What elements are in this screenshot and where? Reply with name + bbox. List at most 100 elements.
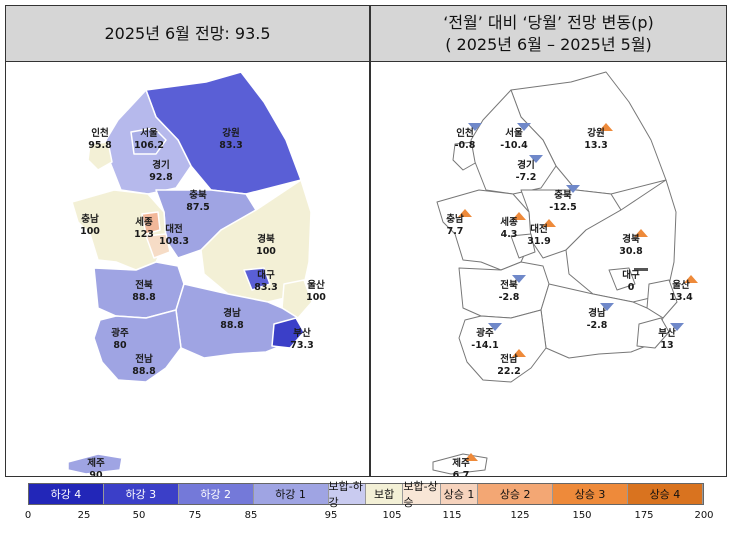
region-chungnam-value: 100 xyxy=(80,226,100,237)
legend-item-5: 보합-하강 xyxy=(328,480,366,509)
region-sejong-change-value: 4.3 xyxy=(501,229,518,240)
region-ulsan-shape xyxy=(281,279,313,319)
region-jeju-up-arrow-icon xyxy=(464,453,478,461)
region-seoul-value: 106.2 xyxy=(134,140,164,151)
legend-item-9: 상승 2 xyxy=(478,484,554,504)
region-gyeongbuk-name: 경북 xyxy=(257,233,275,245)
region-gwangju-value: 80 xyxy=(113,340,127,351)
region-ulsan-up-arrow-icon xyxy=(684,275,698,283)
region-jeonbuk-name: 전북 xyxy=(135,279,153,291)
region-daejeon-name: 대전 xyxy=(165,223,182,235)
legend-tick: 75 xyxy=(188,510,202,521)
region-busan-change-value: 13 xyxy=(660,340,673,351)
left-panel: 2025년 6월 전망: 93.5 강원 83.3 경기 92.8 서울 106.2 인천 9… xyxy=(6,6,371,476)
region-daegu xyxy=(243,267,271,291)
region-busan-name: 부산 xyxy=(293,327,311,339)
region-incheon-outline xyxy=(452,141,478,171)
legend-tick: 105 xyxy=(382,510,402,521)
region-daejeon-value: 108.3 xyxy=(159,236,189,247)
legend-item-11: 상승 4 xyxy=(628,484,703,504)
legend-tick: 95 xyxy=(324,510,338,521)
region-gyeongnam-down-arrow-icon xyxy=(600,303,614,311)
legend-tick: 25 xyxy=(77,510,91,521)
region-daejeon-shape xyxy=(145,233,171,259)
region-gangwon-up-arrow-icon xyxy=(599,123,613,131)
region-busan-shape xyxy=(271,317,305,349)
region-seoul-change-value: -10.4 xyxy=(500,140,528,151)
region-jeonnam-change-value: 22.2 xyxy=(497,366,520,377)
region-busan-change-name: 부산 xyxy=(658,327,676,339)
color-legend: 하강 4 하강 3 하강 2 하강 1 보합-하강 보합 보합-상승 상승 1 상승 2 상승 3… xyxy=(28,480,704,509)
region-daejeon-up-arrow-icon xyxy=(542,219,556,227)
region-jeonbuk-change-name: 전북 xyxy=(500,279,518,291)
region-chungbuk-down-arrow-icon xyxy=(566,185,580,193)
region-gyeonggi-outline xyxy=(470,89,557,195)
region-ulsan-outline xyxy=(646,279,678,319)
region-daegu-shape xyxy=(243,267,271,291)
region-sejong-shape xyxy=(141,211,161,235)
region-daejeon-change-name: 대전 xyxy=(530,223,547,235)
region-jeju-change-name: 제주 xyxy=(452,457,470,469)
legend-item-6: 보합 xyxy=(365,484,404,504)
region-gyeongbuk xyxy=(200,179,312,303)
region-incheon xyxy=(87,141,113,171)
region-busan-outline xyxy=(636,317,670,349)
region-daegu-name: 대구 xyxy=(257,269,275,281)
forecast-map: 강원83.3경기92.8서울106.2인천95.8충북87.5충남100세종12… xyxy=(67,71,326,476)
region-jeonnam-name: 전남 xyxy=(135,353,153,365)
region-seoul-down-arrow-icon xyxy=(517,123,531,131)
legend-tick: 0 xyxy=(24,510,32,521)
legend-tick: 150 xyxy=(572,510,592,521)
region-jeonbuk-change-value: -2.8 xyxy=(499,292,520,303)
region-gyeongnam-value: 88.8 xyxy=(220,320,244,331)
right-panel-title: ‘전월’ 대비 ‘당월’ 전망 변동(p) ( 2025년 6월 – 2025년… xyxy=(371,6,726,62)
region-incheon-down-arrow-icon xyxy=(468,123,482,131)
region-incheon-change-name: 인천 xyxy=(456,128,473,139)
region-ulsan-name: 울산 xyxy=(307,279,325,291)
region-seoul-name: 서울 xyxy=(140,127,158,139)
left-panel-title: 2025년 6월 전망: 93.5 xyxy=(6,6,369,62)
region-jeonnam xyxy=(93,309,182,383)
legend-item-2: 하강 3 xyxy=(103,484,179,504)
region-chungnam-change-name: 충남 xyxy=(446,213,464,225)
region-incheon-name: 인천 xyxy=(91,128,108,139)
legend-item-10: 상승 3 xyxy=(553,484,628,504)
region-sejong-up-arrow-icon xyxy=(512,212,526,220)
region-gangwon-change-name: 강원 xyxy=(587,127,604,139)
region-jeju-shape xyxy=(67,453,123,475)
region-busan xyxy=(271,317,305,349)
legend-tick: 175 xyxy=(634,510,654,521)
region-jeju xyxy=(67,453,123,475)
region-gyeonggi-value: 92.8 xyxy=(149,172,173,183)
region-gangwon-value: 83.3 xyxy=(219,140,242,151)
region-seoul-shape xyxy=(130,127,167,155)
region-busan-down-arrow-icon xyxy=(670,323,684,331)
region-daegu-change-value: 0 xyxy=(628,282,635,293)
legend-item-3: 하강 2 xyxy=(178,484,254,504)
region-chungbuk-change-name: 충북 xyxy=(554,189,572,201)
legend-tick: 125 xyxy=(510,510,530,521)
region-incheon-shape xyxy=(87,141,113,171)
legend-item-1: 하강 4 xyxy=(29,484,104,504)
region-gwangju-name: 광주 xyxy=(111,327,129,339)
legend-item-7: 보합-상승 xyxy=(403,480,441,509)
region-daejeon-change-value: 31.9 xyxy=(527,236,550,247)
region-gyeongbuk-change-value: 30.8 xyxy=(619,246,643,257)
region-gangwon-change-value: 13.3 xyxy=(584,140,607,151)
region-jeju-change-value: 6.7 xyxy=(453,470,470,476)
region-daegu-flat-icon xyxy=(634,268,648,271)
region-daejeon xyxy=(145,233,171,259)
region-ulsan-value: 100 xyxy=(306,292,326,303)
region-seoul xyxy=(130,127,167,155)
region-gyeonggi-change-name: 경기 xyxy=(517,159,534,171)
region-ulsan-change-name: 울산 xyxy=(672,279,690,291)
region-daegu-change-name: 대구 xyxy=(622,269,640,281)
region-incheon-value: 95.8 xyxy=(88,140,112,151)
region-gwangju-change-name: 광주 xyxy=(476,327,494,339)
region-jeju-name: 제주 xyxy=(87,457,105,469)
region-jeonnam-outline xyxy=(458,309,547,383)
region-jeonbuk-value: 88.8 xyxy=(132,292,156,303)
region-gyeongbuk-up-arrow-icon xyxy=(634,229,648,237)
region-gyeonggi-down-arrow-icon xyxy=(529,155,543,163)
